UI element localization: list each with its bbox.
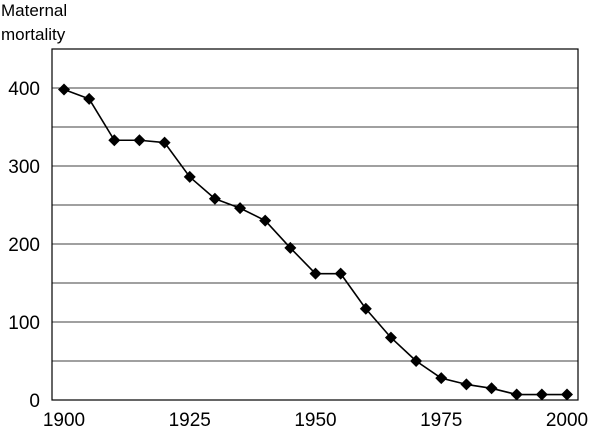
y-axis-ticks: 0 100 200 300 400: [8, 79, 40, 412]
y-tick-label: 200: [8, 235, 40, 256]
data-point-marker: [435, 372, 448, 385]
x-tick-label: 1975: [420, 410, 462, 431]
data-point-marker: [535, 388, 548, 401]
data-point-marker: [334, 267, 347, 280]
data-point-marker: [58, 83, 70, 96]
data-point-marker: [510, 388, 523, 401]
data-point-marker: [410, 355, 423, 367]
data-point-marker: [460, 378, 473, 391]
y-tick-label: 0: [29, 391, 40, 412]
y-tick-label: 400: [8, 79, 40, 100]
plot-area-frame: [51, 48, 579, 401]
data-series: [58, 83, 573, 401]
data-point-marker: [485, 382, 498, 395]
data-point-marker: [561, 388, 573, 401]
data-point-marker: [108, 134, 121, 147]
data-point-marker: [309, 267, 322, 280]
y-axis-label-line-2: mortality: [1, 25, 66, 44]
x-axis-ticks: 1900 1925 1950 1975 2000: [43, 410, 588, 431]
x-tick-label: 1950: [294, 410, 336, 431]
data-point-marker: [234, 202, 247, 215]
x-tick-label: 1925: [169, 410, 211, 431]
data-point-marker: [133, 134, 146, 147]
x-tick-label: 1900: [43, 410, 85, 431]
y-tick-label: 100: [8, 313, 40, 334]
data-point-marker: [359, 302, 372, 315]
data-point-marker: [384, 331, 397, 344]
grid-lines: [52, 87, 578, 362]
x-tick-label: 2000: [546, 410, 588, 431]
data-point-marker: [259, 214, 272, 227]
y-axis-label-line-1: Maternal: [1, 1, 67, 20]
data-point-marker: [208, 192, 221, 205]
data-point-marker: [183, 170, 196, 183]
data-point-marker: [83, 92, 96, 105]
y-tick-label: 300: [8, 157, 40, 178]
data-point-marker: [158, 136, 171, 149]
data-point-marker: [284, 241, 297, 254]
